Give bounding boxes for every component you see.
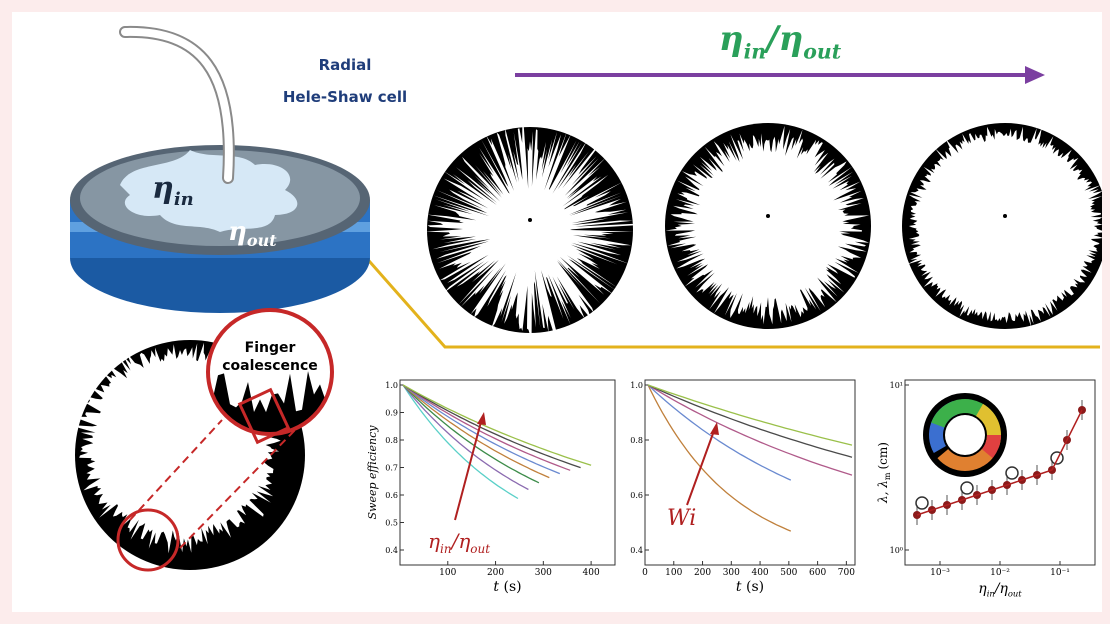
- x-tick-label: 300: [535, 568, 552, 578]
- injection-point: [766, 214, 770, 218]
- injection-point: [1003, 214, 1007, 218]
- x-tick-label: 300: [723, 568, 740, 578]
- subscript: in: [440, 542, 452, 556]
- x-tick-label: 200: [694, 568, 711, 578]
- zoom-label: coalescence: [222, 358, 318, 374]
- subscript: out: [247, 231, 277, 250]
- x-tick-label: 700: [838, 568, 855, 578]
- subscript: in: [174, 189, 194, 210]
- y-tick-label: 0.4: [630, 546, 643, 555]
- symbol: η: [428, 529, 440, 553]
- y-tick-label: 1.0: [630, 381, 643, 390]
- y-tick-label: 0.8: [385, 436, 398, 445]
- plot-frame: [645, 380, 855, 565]
- inset-core: [945, 415, 985, 455]
- x-tick-label: 100: [665, 568, 682, 578]
- x-axis-label: t (s): [736, 579, 764, 595]
- y-tick-label: 10⁰: [890, 546, 903, 555]
- figure: Radial Hele-Shaw cell ηin ηout Fingercoa…: [0, 0, 1110, 624]
- x-tick-label: 100: [439, 568, 456, 578]
- unit: (s): [746, 579, 764, 595]
- x-tick-label: 0: [642, 568, 648, 578]
- symbol: η: [719, 19, 744, 59]
- y-tick-label: 10¹: [890, 381, 903, 390]
- subscript: in: [744, 40, 767, 64]
- x-tick-label: 10⁻²: [990, 568, 1010, 578]
- symbol: η: [458, 529, 470, 553]
- subscript: out: [470, 542, 490, 556]
- y-tick-label: 0.6: [630, 491, 643, 500]
- x-tick-label: 400: [751, 568, 768, 578]
- unit: (s): [503, 579, 521, 595]
- y-tick-label: 0.5: [385, 519, 398, 528]
- symbol: η: [779, 19, 804, 59]
- symbol: λ, λ: [876, 480, 890, 504]
- x-tick-label: 400: [583, 568, 600, 578]
- injection-point: [528, 218, 532, 222]
- y-tick-label: 0.9: [385, 409, 398, 418]
- x-tick-label: 200: [487, 568, 504, 578]
- x-tick-label: 600: [809, 568, 826, 578]
- y-tick-label: 0.7: [385, 464, 398, 473]
- subscript: m: [883, 472, 892, 480]
- y-tick-label: 0.6: [385, 491, 398, 500]
- unit: (cm): [876, 442, 890, 469]
- subscript: out: [803, 40, 841, 64]
- x-axis-label: t (s): [493, 579, 521, 595]
- x-tick-label: 500: [780, 568, 797, 578]
- y-tick-label: 1.0: [385, 381, 398, 390]
- subscript: in: [987, 589, 995, 599]
- x-tick-label: 10⁻³: [930, 568, 950, 578]
- cell-title: Radial: [319, 56, 372, 74]
- cell-title: Hele-Shaw cell: [283, 88, 407, 106]
- x-tick-label: 10⁻¹: [1050, 568, 1070, 578]
- symbol: η: [152, 171, 174, 206]
- zoom-label: Finger: [245, 340, 296, 356]
- subscript: out: [1008, 589, 1022, 599]
- y-axis-label: Sweep efficiency: [366, 425, 379, 520]
- y-tick-label: 0.4: [385, 546, 398, 555]
- symbol: η: [228, 217, 247, 247]
- annotation: Wi: [667, 506, 696, 531]
- y-tick-label: 0.8: [630, 436, 643, 445]
